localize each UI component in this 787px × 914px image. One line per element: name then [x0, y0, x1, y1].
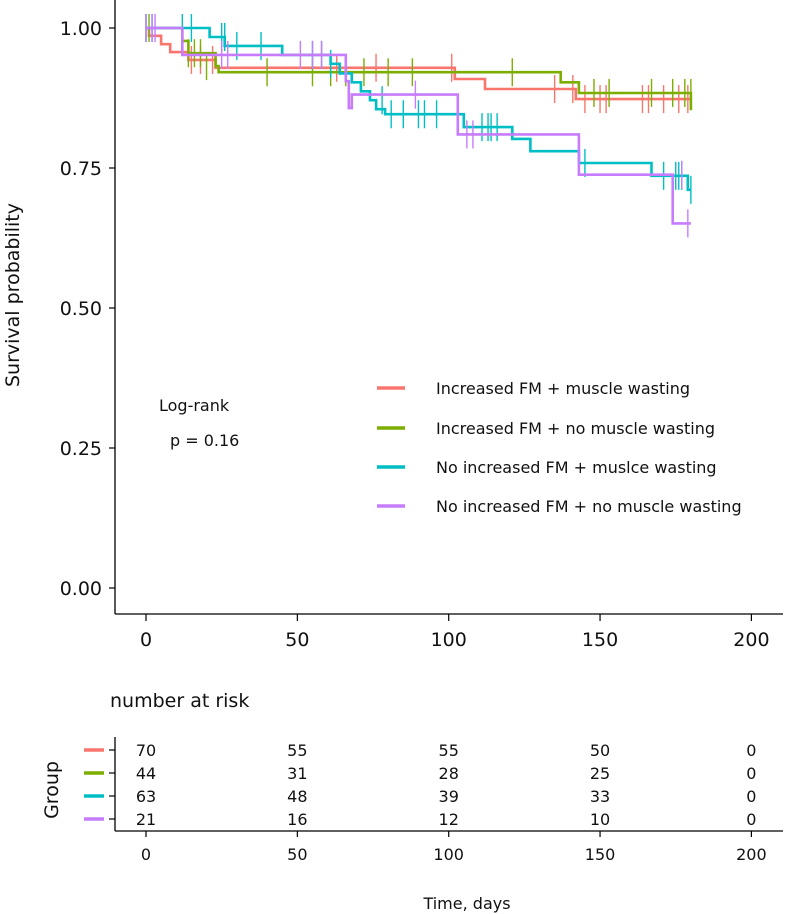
y-tick-label: 0.75 — [60, 158, 102, 180]
risk-count: 48 — [287, 787, 307, 806]
y-axis-title: Survival probability — [2, 203, 24, 387]
risk-count: 10 — [590, 810, 610, 829]
risk-count: 55 — [287, 741, 307, 760]
risk-count: 70 — [136, 741, 156, 760]
risk-count: 25 — [590, 764, 610, 783]
risk-x-tick-label: 50 — [287, 845, 307, 864]
y-tick-label: 0.50 — [60, 298, 102, 320]
risk-count: 39 — [439, 787, 459, 806]
km-curve-2 — [146, 26, 693, 111]
risk-count: 12 — [439, 810, 459, 829]
risk-count: 31 — [287, 764, 307, 783]
risk-table: number at risk Group 70 55 55 50 0 44 31 28 25 0 63 4… — [41, 690, 783, 913]
legend: Increased FM + muscle wasting Increased F… — [377, 379, 742, 516]
p-value-label: p = 0.16 — [170, 431, 239, 450]
y-tick-label: 0.25 — [60, 438, 102, 460]
x-tick-label: 50 — [285, 629, 309, 651]
risk-count: 55 — [439, 741, 459, 760]
risk-x-tick-label: 200 — [736, 845, 767, 864]
risk-table-title: number at risk — [110, 690, 249, 712]
series-layer — [145, 14, 693, 238]
legend-label: Increased FM + no muscle wasting — [436, 419, 715, 438]
x-tick-label: 200 — [733, 629, 769, 651]
x-tick-label: 100 — [431, 629, 467, 651]
legend-label: Increased FM + muscle wasting — [436, 379, 690, 398]
legend-label: No increased FM + no muscle wasting — [436, 497, 742, 516]
x-axis-title: Time, days — [422, 894, 510, 913]
risk-count: 63 — [136, 787, 156, 806]
risk-x-tick-label: 0 — [141, 845, 151, 864]
legend-label: No increased FM + muslce wasting — [436, 458, 717, 477]
x-tick-label: 0 — [140, 629, 152, 651]
risk-count: 0 — [746, 787, 756, 806]
risk-count: 0 — [746, 764, 756, 783]
risk-count: 33 — [590, 787, 610, 806]
x-tick-label: 150 — [582, 629, 618, 651]
km-curve-1 — [146, 26, 691, 101]
risk-count: 0 — [746, 810, 756, 829]
logrank-label: Log-rank — [159, 396, 230, 415]
risk-count: 16 — [287, 810, 307, 829]
risk-count: 44 — [136, 764, 156, 783]
annotation-layer: Log-rank p = 0.16 — [159, 396, 239, 450]
risk-count: 28 — [439, 764, 459, 783]
axes-layer: 0.00 0.25 0.50 0.75 1.00 0 50 100 150 200 Survival… — [2, 0, 783, 651]
risk-count: 0 — [746, 741, 756, 760]
km-curve-4 — [146, 26, 691, 225]
y-tick-label: 0.00 — [60, 578, 102, 600]
risk-count: 50 — [590, 741, 610, 760]
risk-x-tick-label: 150 — [585, 845, 616, 864]
risk-x-tick-label: 100 — [433, 845, 464, 864]
risk-count: 21 — [136, 810, 156, 829]
y-tick-label: 1.00 — [60, 18, 102, 40]
risk-table-group-label: Group — [41, 761, 63, 819]
